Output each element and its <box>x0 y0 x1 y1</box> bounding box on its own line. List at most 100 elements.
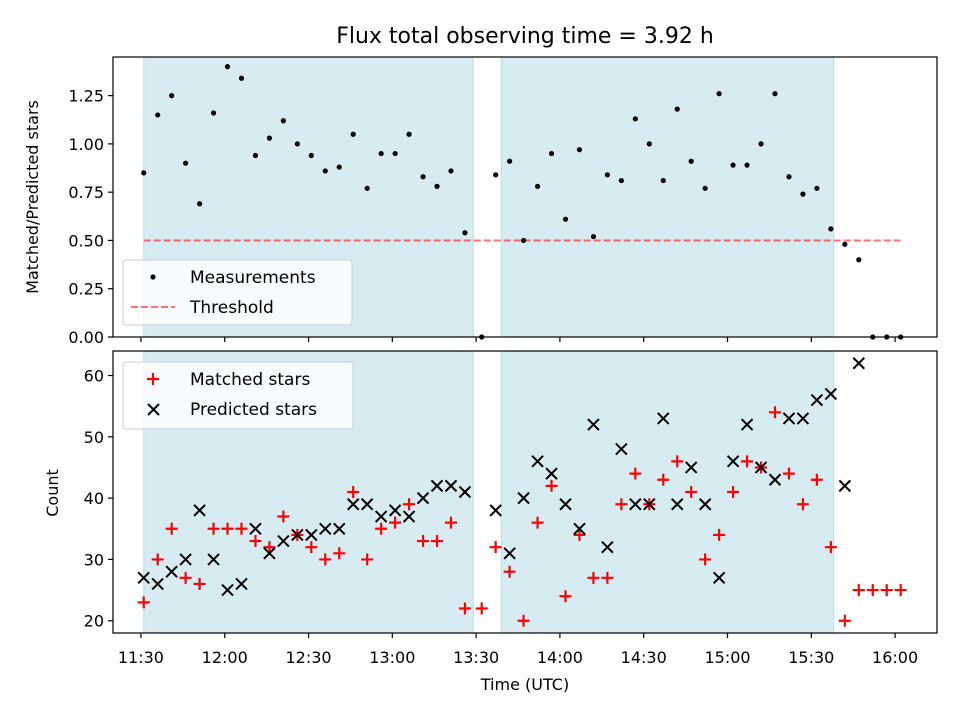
matched-stars-point-4 <box>179 571 192 584</box>
matched-stars-point-50 <box>824 541 837 554</box>
legend-predicted-marker <box>147 403 160 416</box>
predicted-stars-point-4 <box>179 553 192 566</box>
legend-threshold-label: Threshold <box>189 298 274 318</box>
legend-matched-marker <box>147 373 159 385</box>
predicted-stars-point-31 <box>573 522 586 535</box>
predicted-stars-point-43 <box>740 418 754 431</box>
matched-stars-point-5 <box>193 577 206 590</box>
predicted-stars-point-19 <box>388 504 402 517</box>
matched-stars-point-22 <box>431 535 444 548</box>
matched-stars-point-27 <box>503 565 516 578</box>
predicted-stars-point-39 <box>684 461 698 474</box>
x-tick-label: 15:00 <box>704 648 750 667</box>
measurements-point-33 <box>590 233 597 240</box>
legend-matched-label: Matched stars <box>190 370 310 390</box>
matched-stars-point-35 <box>615 498 628 511</box>
matched-stars-point-47 <box>782 467 795 480</box>
predicted-stars-point-1 <box>137 571 150 585</box>
measurements-point-34 <box>604 172 611 178</box>
predicted-stars-point-22 <box>430 479 444 493</box>
predicted-stars-point-16 <box>347 498 360 511</box>
predicted-stars-point-17 <box>360 498 374 511</box>
measurements-point-51 <box>842 241 848 247</box>
predicted-stars-point-51 <box>852 357 865 370</box>
matched-stars-point-40 <box>685 486 698 498</box>
predicted-stars-point-9 <box>249 522 262 535</box>
matched-stars-point-6 <box>207 522 220 535</box>
matched-stars-point-49 <box>810 473 823 486</box>
measurements-point-48 <box>800 191 806 197</box>
count-legend-box <box>122 361 354 430</box>
count-observing-span-2 <box>500 350 835 634</box>
predicted-stars-point-7 <box>221 583 234 597</box>
count-y-tick-label: 40 <box>84 489 104 508</box>
ratio-y-tick-label: 0.00 <box>68 328 104 347</box>
measurements-point-1 <box>141 170 147 176</box>
measurements-point-27 <box>507 158 513 164</box>
matched-stars-point-48 <box>796 498 809 511</box>
count-axes-frame <box>112 350 938 634</box>
predicted-stars-point-44 <box>754 461 768 474</box>
predicted-stars-point-2 <box>151 577 164 591</box>
predicted-stars-point-47 <box>796 412 810 425</box>
ratio-y-tick-label: 0.50 <box>68 231 104 250</box>
predicted-stars-point-10 <box>263 547 276 560</box>
matched-stars-point-16 <box>347 486 360 498</box>
predicted-stars-point-36 <box>643 498 656 511</box>
matched-stars-point-28 <box>517 614 530 627</box>
measurements-point-17 <box>364 185 370 191</box>
matched-stars-point-8 <box>235 522 248 535</box>
measurements-point-40 <box>688 158 694 164</box>
measurements-point-22 <box>434 183 440 189</box>
matched-stars-point-24 <box>458 602 471 615</box>
predicted-stars-point-29 <box>545 467 558 480</box>
predicted-stars-point-46 <box>782 412 796 425</box>
ratio-legend-box <box>122 259 353 326</box>
predicted-stars-point-25 <box>489 504 502 517</box>
predicted-stars-point-41 <box>712 571 726 585</box>
measurements-point-14 <box>322 168 328 174</box>
measurements-point-6 <box>210 110 217 116</box>
predicted-stars-point-24 <box>458 485 472 499</box>
measurements-point-41 <box>702 185 708 191</box>
predicted-stars-point-14 <box>319 522 332 535</box>
measurements-point-45 <box>758 141 764 147</box>
x-tick-label: 13:30 <box>453 648 499 667</box>
x-tick-label: 15:30 <box>788 648 834 667</box>
matched-stars-point-18 <box>375 522 388 535</box>
x-tick-label: 12:00 <box>202 648 248 667</box>
legend-measurements-marker <box>150 274 156 280</box>
measurements-point-36 <box>632 116 638 122</box>
predicted-stars-point-42 <box>726 455 740 468</box>
x-axis-label: Time (UTC) <box>480 675 569 694</box>
predicted-stars-point-48 <box>810 393 824 407</box>
measurements-point-23 <box>448 168 454 174</box>
predicted-stars-point-18 <box>374 510 388 523</box>
matched-stars-point-23 <box>444 516 457 529</box>
measurements-point-21 <box>420 174 426 180</box>
matched-stars-point-21 <box>417 535 430 548</box>
predicted-stars-point-20 <box>402 510 416 523</box>
measurements-point-47 <box>786 174 792 180</box>
predicted-stars-point-50 <box>838 479 852 493</box>
measurements-point-28 <box>521 237 527 244</box>
predicted-stars-point-35 <box>629 498 642 511</box>
ratio-y-tick-label: 0.25 <box>68 280 104 299</box>
matched-stars-point-39 <box>671 455 684 468</box>
matched-stars-point-20 <box>403 498 416 511</box>
ratio-panel: 0.00 0.25 0.50 0.75 1.00 1.25 Matched/Predict… <box>23 56 938 347</box>
ratio-y-tick-label: 1.00 <box>68 135 104 154</box>
matched-stars-point-31 <box>559 590 572 603</box>
measurements-point-39 <box>674 106 680 112</box>
x-tick-label: 12:30 <box>285 648 331 667</box>
legend-measurements-label: Measurements <box>190 268 316 288</box>
ratio-legend: Measurements Threshold <box>122 259 353 326</box>
predicted-stars-point-11 <box>277 534 290 548</box>
measurements-point-44 <box>744 162 750 168</box>
count-panel: 20 30 40 50 60 11:30 12:00 12:30 13:00 13:30 14:00… <box>43 350 938 694</box>
measurements-point-2 <box>155 112 161 118</box>
ratio-y-axis-label: Matched/Predicted stars <box>23 100 42 294</box>
matched-stars-point-43 <box>727 486 740 498</box>
predicted-stars-point-34 <box>615 442 628 456</box>
predicted-stars-point-28 <box>531 455 544 468</box>
